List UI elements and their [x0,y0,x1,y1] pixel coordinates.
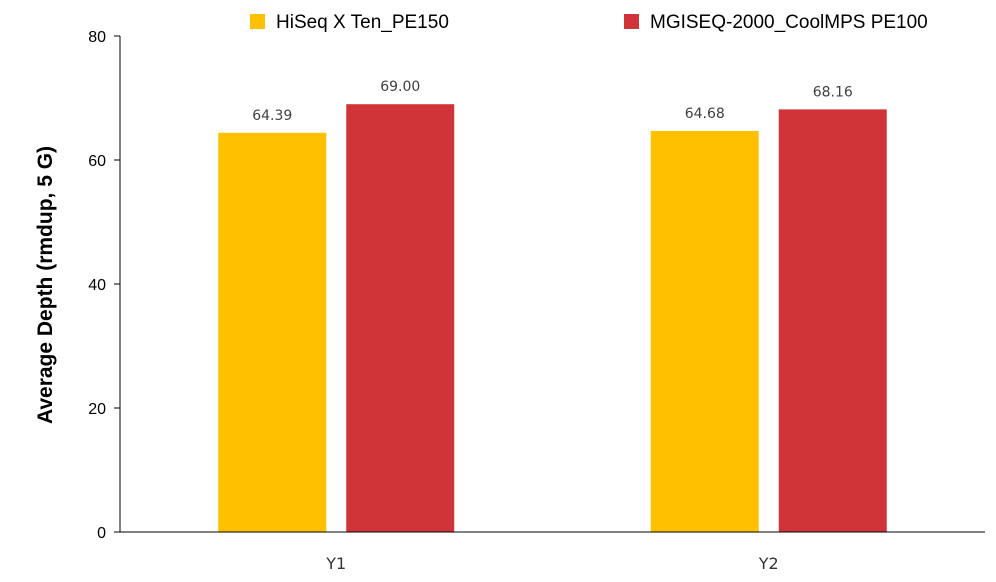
legend-label: MGISEQ-2000_CoolMPS PE100 [650,12,928,33]
y-axis-label: Average Depth (rmdup, 5 G) [34,146,57,424]
data-label: 69.00 [380,79,420,95]
legend-swatch [624,14,639,29]
bar [218,132,327,533]
x-tick-label: Y1 [325,554,346,573]
legend-label: HiSeq X Ten_PE150 [276,12,449,33]
data-label: 64.68 [685,106,725,122]
legend-swatch [250,14,265,29]
bar [778,109,887,533]
y-tick-label: 40 [88,277,106,294]
y-tick-label: 80 [88,29,106,46]
bar [650,130,759,532]
bar [346,104,455,532]
y-tick-label: 60 [88,153,106,170]
y-axis: 0 20 40 60 80 [88,29,121,542]
legend: HiSeq X Ten_PE150 MGISEQ-2000_CoolMPS PE1… [250,12,928,33]
y-tick-label: 0 [97,525,106,542]
x-axis: Y1 Y2 [120,531,985,573]
y-tick-label: 20 [88,401,106,418]
x-tick-label: Y2 [758,554,779,573]
data-label: 64.39 [252,108,292,124]
bars: 64.39 69.00 64.68 68.16 [218,79,887,533]
data-label: 68.16 [813,84,853,100]
